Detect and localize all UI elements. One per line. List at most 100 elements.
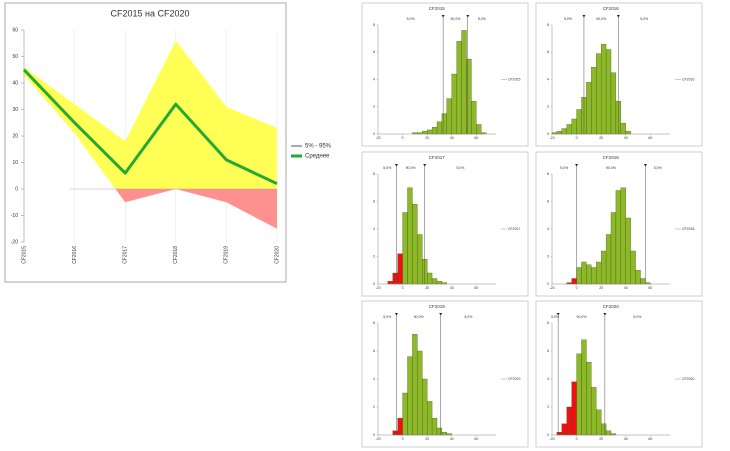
band-area [24, 40, 277, 189]
band-label: 90,0% [606, 166, 616, 170]
histogram-bar [476, 124, 482, 135]
y-tick-label: 0 [373, 433, 375, 437]
histogram-bar [471, 101, 477, 135]
band-label: 90,0% [577, 315, 587, 319]
band-label: 5,0% [560, 166, 568, 170]
histogram-bar [601, 250, 607, 285]
band-label: 5,0% [383, 315, 391, 319]
x-tick-label: 40 [450, 286, 454, 290]
histogram-bar [586, 82, 592, 135]
chart-title: CF2020 [603, 304, 620, 309]
x-tick-label: 20 [599, 136, 603, 140]
band-label: 5,0% [456, 166, 464, 170]
chart-title: CF2016 [603, 6, 620, 11]
histogram-bar [412, 204, 418, 285]
histogram-bar [615, 190, 621, 285]
band-label: 5,0% [383, 166, 391, 170]
histogram-bar [610, 212, 617, 285]
y-tick-label: 2 [547, 405, 549, 409]
histogram-bar [392, 430, 398, 436]
histogram-bar [596, 261, 602, 285]
histogram-bar [596, 409, 602, 436]
percentile-handle [394, 313, 398, 316]
y-tick-label: 2 [373, 405, 375, 409]
percentile-handle [466, 15, 470, 18]
histogram-bar [417, 234, 423, 285]
x-tick-label: 60 [648, 286, 652, 290]
histogram-bar [392, 272, 398, 285]
x-tick-label: 0 [402, 286, 404, 290]
x-tick-label: 60 [474, 286, 478, 290]
y-tick-label: 0 [547, 433, 549, 437]
histogram-bar [620, 122, 626, 135]
histogram-bar [431, 418, 438, 436]
band-label: 5,0% [640, 17, 648, 21]
percentile-handle [616, 15, 620, 18]
histogram-bar [436, 281, 443, 285]
histogram-bar [466, 58, 472, 135]
y-tick-label: 6 [547, 50, 549, 54]
percentile-handle [643, 164, 647, 167]
histogram-bar [561, 423, 567, 436]
x-tick-label: 40 [450, 437, 454, 441]
histogram-bar [581, 339, 587, 436]
chart-frame [361, 151, 529, 297]
x-tick-label: 60 [474, 136, 478, 140]
chart-title: CF2015 на CF2020 [110, 8, 189, 18]
histogram-bar [571, 278, 577, 285]
chart-title: CF2019 [429, 304, 446, 309]
legend-label: 5% - 95% [305, 144, 332, 150]
x-tick-label: CF2019 [224, 246, 230, 264]
y-tick-label: 10 [12, 160, 18, 166]
percentile-handle [556, 313, 560, 316]
histogram-bar [605, 430, 612, 436]
x-tick-label: -20 [549, 136, 554, 140]
y-tick-label: 6 [373, 50, 375, 54]
x-tick-label: 20 [425, 286, 429, 290]
y-tick-label: 8 [547, 23, 549, 27]
y-tick-label: 8 [373, 172, 375, 176]
band-label: 5,0% [654, 166, 662, 170]
band-label: 5,0% [551, 315, 559, 319]
histogram-bar [402, 212, 408, 285]
x-tick-label: -20 [375, 136, 380, 140]
histogram-bar [566, 124, 572, 135]
histogram-bar [441, 113, 447, 135]
y-tick-label: 40 [12, 80, 18, 86]
x-tick-label: -20 [549, 286, 554, 290]
y-tick-label: 2 [547, 254, 549, 258]
histogram-bar [402, 392, 408, 436]
histogram-bar [397, 418, 403, 436]
histogram-bar [571, 118, 577, 135]
y-tick-label: 4 [547, 227, 549, 231]
histogram-bar [625, 131, 631, 135]
band-label: 90,0% [596, 17, 606, 21]
x-tick-label: 0 [576, 286, 578, 290]
histogram-bar [591, 387, 597, 436]
histogram-bar [620, 187, 626, 285]
x-tick-label: -20 [375, 437, 380, 441]
y-tick-label: 4 [373, 227, 375, 231]
y-tick-label: 8 [373, 321, 375, 325]
mean-line [22, 68, 278, 186]
histogram-bar [556, 432, 562, 436]
y-tick-label: 4 [547, 77, 549, 81]
band-label: 90,0% [414, 315, 424, 319]
histogram-bar [605, 49, 612, 135]
histogram-bar [576, 267, 582, 285]
x-tick-label: CF2020 [274, 246, 280, 264]
histogram-bar [422, 131, 428, 135]
x-tick-label: CF2015 [21, 246, 27, 264]
x-tick-label: 40 [450, 136, 454, 140]
band-label: 5,0% [478, 17, 486, 21]
histogram-bar [431, 278, 438, 285]
y-tick-label: 6 [547, 349, 549, 353]
y-tick-label: 0 [15, 186, 18, 192]
x-tick-label: CF2018 [173, 246, 179, 264]
histogram-bar [397, 253, 403, 285]
histogram-bar [571, 381, 577, 436]
band-area-negative [115, 189, 277, 229]
histogram-bar [566, 406, 572, 436]
chart-title: CF2018 [603, 155, 620, 160]
